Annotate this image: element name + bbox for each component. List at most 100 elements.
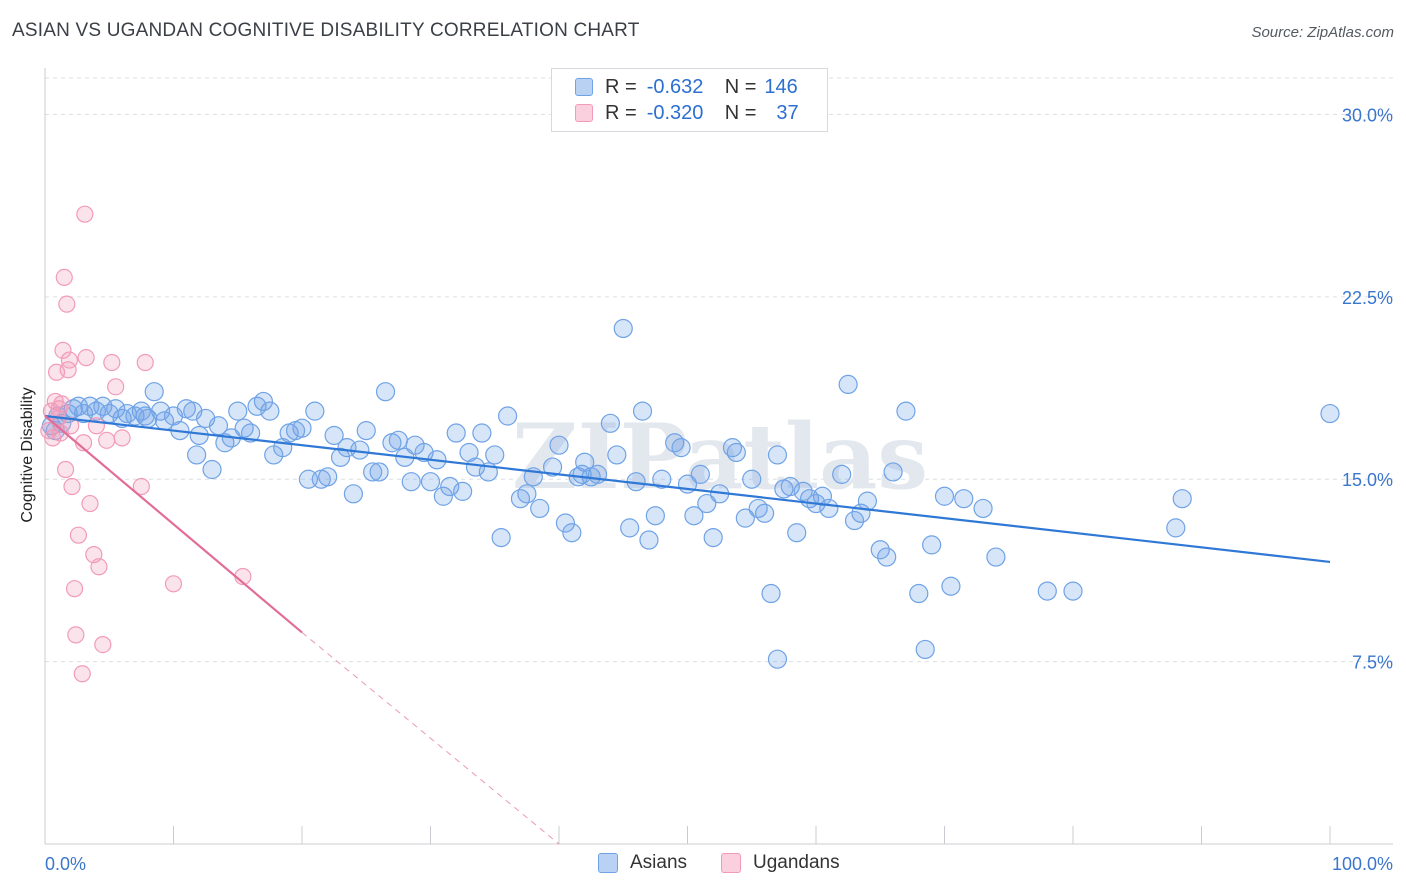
source-label: Source: ZipAtlas.com — [1251, 24, 1394, 41]
ugandan-point — [107, 378, 125, 396]
asian-point — [780, 476, 800, 497]
asian-point — [356, 421, 376, 441]
asian-point — [453, 481, 473, 501]
asian-point — [433, 486, 453, 506]
asian-point — [187, 445, 207, 465]
series-legend: Asians Ugandans — [0, 852, 1406, 878]
asian-point — [954, 489, 974, 509]
r-label: R = — [605, 75, 637, 98]
asian-point — [838, 374, 858, 394]
asian-point — [446, 423, 466, 443]
ugandan-point — [54, 341, 72, 359]
asian-point — [189, 425, 209, 446]
ugandan-point — [81, 494, 99, 513]
asians-swatch — [575, 78, 593, 96]
ugandan-point — [94, 635, 112, 654]
asian-point — [934, 486, 955, 506]
asian-point — [684, 506, 704, 526]
asian-point — [542, 457, 563, 477]
asian-point — [600, 413, 621, 433]
asian-point — [941, 576, 961, 596]
y-tick-label: 22.5% — [1342, 288, 1393, 308]
asian-point — [241, 423, 261, 443]
stats-legend-row-asians: R = -0.632 N = 146 — [552, 74, 798, 100]
asian-point — [767, 649, 788, 669]
asians-legend-swatch — [598, 853, 618, 873]
asian-point — [754, 503, 775, 523]
asian-point — [369, 462, 389, 482]
legend-item-asians[interactable]: Asians — [598, 852, 687, 874]
asian-points — [41, 318, 1340, 669]
asian-point — [498, 406, 518, 426]
asian-point — [915, 639, 935, 660]
asian-point — [761, 583, 781, 604]
legend-label-asians: Asians — [630, 852, 688, 873]
asian-point — [652, 469, 672, 489]
stats-legend-row-ugandans: R = -0.320 N = 37 — [552, 100, 799, 126]
asian-point — [420, 472, 441, 492]
x-tick-label-max: 100.0% — [1332, 854, 1393, 874]
asian-point — [388, 430, 408, 450]
legend-item-ugandans[interactable]: Ugandans — [721, 852, 840, 874]
asian-point — [555, 513, 576, 533]
ugandan-point — [73, 665, 91, 683]
asian-point — [607, 445, 627, 465]
asian-point — [620, 518, 640, 538]
n-label: N = — [724, 75, 757, 98]
asian-point — [530, 498, 550, 519]
asian-point — [562, 523, 582, 543]
y-tick-label: 15.0% — [1342, 470, 1393, 490]
n-value: 37 — [776, 101, 799, 124]
asian-point — [1063, 581, 1083, 601]
ugandan-point — [63, 477, 81, 496]
ugandan-point — [76, 205, 94, 223]
n-label: N = — [724, 101, 757, 124]
ugandan-point — [60, 351, 79, 369]
asian-point — [1037, 581, 1057, 601]
asian-point — [735, 508, 755, 528]
asian-point — [549, 435, 569, 455]
legend-label-ugandans: Ugandans — [753, 852, 840, 873]
asian-point — [572, 464, 592, 484]
tick-labels: 7.5% 15.0% 22.5% 30.0% 0.0% 100.0% — [45, 105, 1393, 874]
x-tick-label-min: 0.0% — [45, 854, 86, 874]
ugandan-point — [136, 353, 154, 372]
asian-trend-line — [44, 414, 1331, 564]
asian-point — [671, 438, 691, 458]
asian-point — [151, 401, 171, 421]
chart-title: ASIAN VS UGANDAN COGNITIVE DISABILITY CO… — [12, 20, 640, 41]
asian-point — [645, 506, 665, 526]
asian-point — [632, 401, 653, 421]
asian-point — [767, 445, 788, 465]
asian-point — [690, 464, 710, 484]
ugandan-point — [77, 349, 95, 367]
ugandan-point — [67, 626, 85, 644]
ugandan-point — [69, 526, 88, 544]
y-tick-label: 7.5% — [1352, 653, 1393, 673]
asian-point — [135, 406, 155, 426]
asian-point — [1320, 403, 1340, 424]
asian-point — [485, 445, 505, 465]
asian-point — [363, 462, 383, 482]
asian-point — [318, 467, 338, 487]
asian-point — [491, 527, 511, 548]
asian-point — [973, 498, 993, 519]
ugandan-point — [56, 460, 75, 479]
trend-lines — [44, 414, 1331, 845]
ugandan-point — [98, 431, 116, 449]
asian-point — [228, 401, 248, 421]
asian-point — [787, 523, 807, 543]
ugandan-points — [40, 205, 252, 683]
r-value: -0.320 — [646, 101, 704, 124]
asian-point — [517, 484, 537, 504]
asian-point — [896, 401, 916, 421]
asian-point — [877, 547, 897, 567]
asian-point — [922, 535, 942, 555]
asian-point — [465, 457, 486, 477]
asian-point — [986, 547, 1006, 567]
ugandan-trend-line — [44, 415, 303, 634]
asian-point — [857, 491, 878, 511]
asian-point — [401, 472, 421, 492]
asian-point — [697, 493, 717, 514]
